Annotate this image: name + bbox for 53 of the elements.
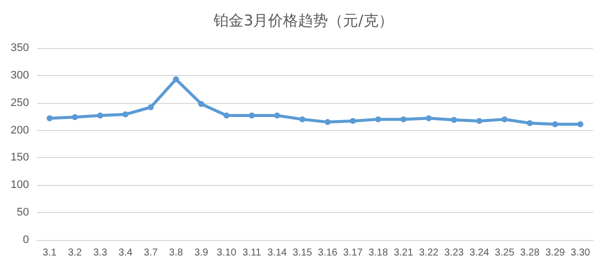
x-tick-label: 3.1: [42, 248, 58, 258]
x-tick-label: 3.9: [194, 248, 209, 258]
point: [552, 121, 558, 128]
y-tick-label: 0: [22, 234, 29, 246]
x-tick-label: 3.22: [418, 248, 439, 258]
point: [46, 115, 53, 122]
x-tick-label: 3.3: [93, 248, 108, 258]
y-tick-label: 100: [10, 179, 29, 192]
x-tick-label: 3.28: [520, 248, 540, 258]
point: [350, 118, 356, 124]
x-tick-label: 3.11: [242, 248, 262, 258]
point: [426, 115, 432, 122]
point: [299, 116, 306, 122]
x-tick-label: 3.10: [216, 248, 237, 258]
point: [274, 112, 280, 118]
point: [526, 120, 533, 126]
point: [122, 111, 128, 118]
point: [476, 118, 482, 124]
x-tick-label: 3.17: [343, 248, 364, 258]
point: [173, 76, 179, 82]
point: [324, 119, 331, 126]
x-tick-label: 3.29: [545, 248, 566, 258]
point: [248, 112, 255, 118]
y-tick-label: 300: [10, 69, 29, 82]
y-tick-label: 250: [10, 96, 29, 109]
x-tick-label: 3.7: [144, 248, 158, 258]
point: [224, 112, 230, 118]
point: [97, 112, 104, 118]
y-tick-label: 350: [10, 42, 29, 54]
point: [577, 121, 584, 128]
point: [375, 116, 382, 122]
x-tick-label: 3.30: [570, 248, 591, 258]
x-tick-label: 3.16: [318, 248, 338, 258]
point: [148, 104, 154, 110]
y-tick-label: 50: [16, 206, 29, 219]
y-tick-label: 200: [10, 124, 29, 136]
x-tick-label: 3.2: [68, 248, 82, 258]
x-tick-label: 3.14: [267, 248, 288, 258]
point: [72, 114, 78, 120]
chart-title: 铂金3月价格趋势（元/克）: [212, 12, 394, 30]
x-tick-label: 3.8: [169, 248, 184, 258]
point: [502, 116, 508, 122]
x-tick-label: 3.18: [368, 248, 388, 258]
point: [198, 100, 204, 107]
x-tick-label: 3.23: [444, 248, 464, 258]
x-tick-label: 3.25: [494, 248, 515, 258]
x-tick-label: 3.21: [394, 248, 414, 258]
point: [400, 116, 406, 122]
x-tick-label: 3.4: [118, 248, 133, 258]
y-tick-label: 150: [10, 152, 29, 164]
x-tick-label: 3.24: [470, 248, 490, 258]
point: [451, 116, 457, 123]
x-tick-label: 3.15: [292, 248, 313, 258]
